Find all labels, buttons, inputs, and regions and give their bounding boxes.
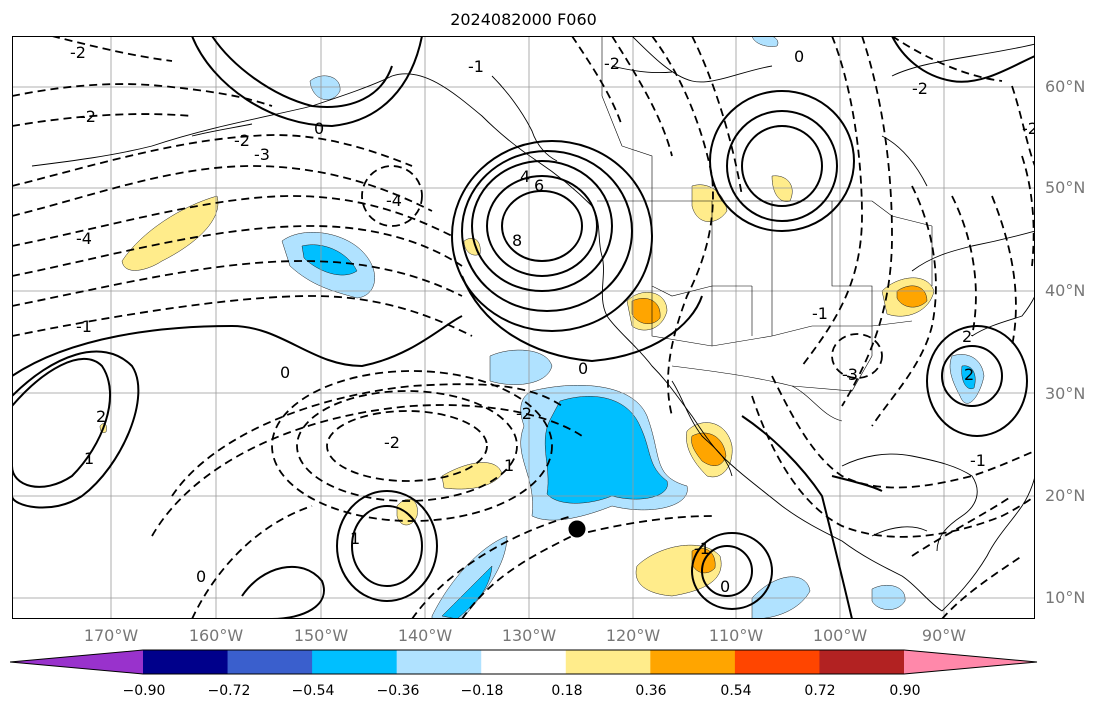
political-borders: [597, 36, 933, 422]
lon-label: 160°W: [188, 626, 244, 645]
contour-label: -1: [812, 304, 828, 323]
contour-label: -2: [384, 433, 400, 452]
contour-label: 4: [520, 167, 530, 186]
contour-label: -3: [254, 145, 270, 164]
contour-label: -2: [516, 404, 532, 423]
map-canvas: -2 -2 -2 -3 -4 -4 -1 -2 -2 -2 -3 -2 -1 -…: [12, 36, 1035, 619]
contour-label: -2: [80, 107, 96, 126]
contour-label: -1: [694, 539, 710, 558]
colorbar-outline: [10, 649, 1038, 675]
colorbar-label: 0.90: [889, 683, 921, 699]
contour-label: 0: [578, 359, 588, 378]
contour-label: -1: [76, 317, 92, 336]
lon-label: 130°W: [501, 626, 557, 645]
contour-label: 0: [314, 119, 324, 138]
colorbar-cell: [650, 650, 736, 674]
contour-label: 1: [84, 449, 94, 468]
contour-label: -2: [1022, 119, 1035, 138]
lat-label: 10°N: [1045, 588, 1086, 607]
colorbar-cell: [10, 650, 143, 674]
colorbar-label: −0.72: [207, 683, 251, 699]
colorbar-label: 0.18: [551, 683, 583, 699]
colorbar: [10, 649, 1038, 675]
colorbar-label: −0.90: [122, 683, 166, 699]
map-frame: [12, 36, 1035, 619]
colorbar-label: 0.54: [720, 683, 752, 699]
colorbar-label: −0.54: [291, 683, 335, 699]
lat-label: 30°N: [1045, 384, 1086, 403]
lat-label: 40°N: [1045, 281, 1086, 300]
lat-label: 60°N: [1045, 77, 1086, 96]
lon-label: 140°W: [397, 626, 453, 645]
colorbar-cell: [396, 650, 482, 674]
contour-label: 1: [350, 529, 360, 548]
coastlines: [31, 36, 1035, 612]
colorbar-cell: [312, 650, 398, 674]
lon-label: 100°W: [812, 626, 868, 645]
colorbar-cell: [481, 650, 567, 674]
colorbar-cell: [819, 650, 905, 674]
lat-label: 50°N: [1045, 178, 1086, 197]
colorbar-cell: [227, 650, 313, 674]
lon-label: 90°W: [921, 626, 967, 645]
lon-label: 120°W: [605, 626, 661, 645]
contour-label: 0: [196, 567, 206, 586]
contour-label: 1: [504, 456, 514, 475]
lon-label: 150°W: [293, 626, 349, 645]
storm-position-dot: [568, 520, 586, 538]
contour-label: 2: [962, 327, 972, 346]
contour-label: -2: [234, 131, 250, 150]
contour-label: -1: [468, 57, 484, 76]
contour-label: 0: [280, 363, 290, 382]
lon-label: 170°W: [83, 626, 139, 645]
map-title: 2024082000 F060: [450, 10, 597, 29]
contour-label: -2: [70, 43, 86, 62]
contour-label: -4: [76, 229, 92, 248]
contour-label: -1: [970, 451, 986, 470]
lat-label: 20°N: [1045, 486, 1086, 505]
colorbar-cell: [904, 650, 1037, 674]
contour-label: 8: [512, 231, 522, 250]
contour-label: 6: [534, 176, 544, 195]
negative-anomaly-regions: [281, 36, 985, 619]
contour-label: 0: [720, 577, 730, 596]
contour-label: -3: [842, 365, 858, 384]
contour-label: 0: [794, 47, 804, 66]
contour-label: 2: [964, 365, 974, 384]
colorbar-label: −0.36: [376, 683, 420, 699]
colorbar-label: −0.18: [460, 683, 504, 699]
contour-label: 2: [96, 407, 106, 426]
contour-label: -2: [604, 54, 620, 73]
contour-labels: -2 -2 -2 -3 -4 -4 -1 -2 -2 -2 -3 -2 -1 -…: [70, 43, 1035, 596]
colorbar-cell: [734, 650, 820, 674]
negative-contours: [12, 36, 1035, 619]
colorbar-label: 0.36: [635, 683, 667, 699]
contour-label: -4: [386, 191, 402, 210]
colorbar-cell: [565, 650, 651, 674]
colorbar-cell: [143, 650, 229, 674]
contour-label: -2: [912, 79, 928, 98]
colorbar-label: 0.72: [804, 683, 836, 699]
lon-label: 110°W: [708, 626, 764, 645]
positive-contours: [12, 36, 1035, 619]
